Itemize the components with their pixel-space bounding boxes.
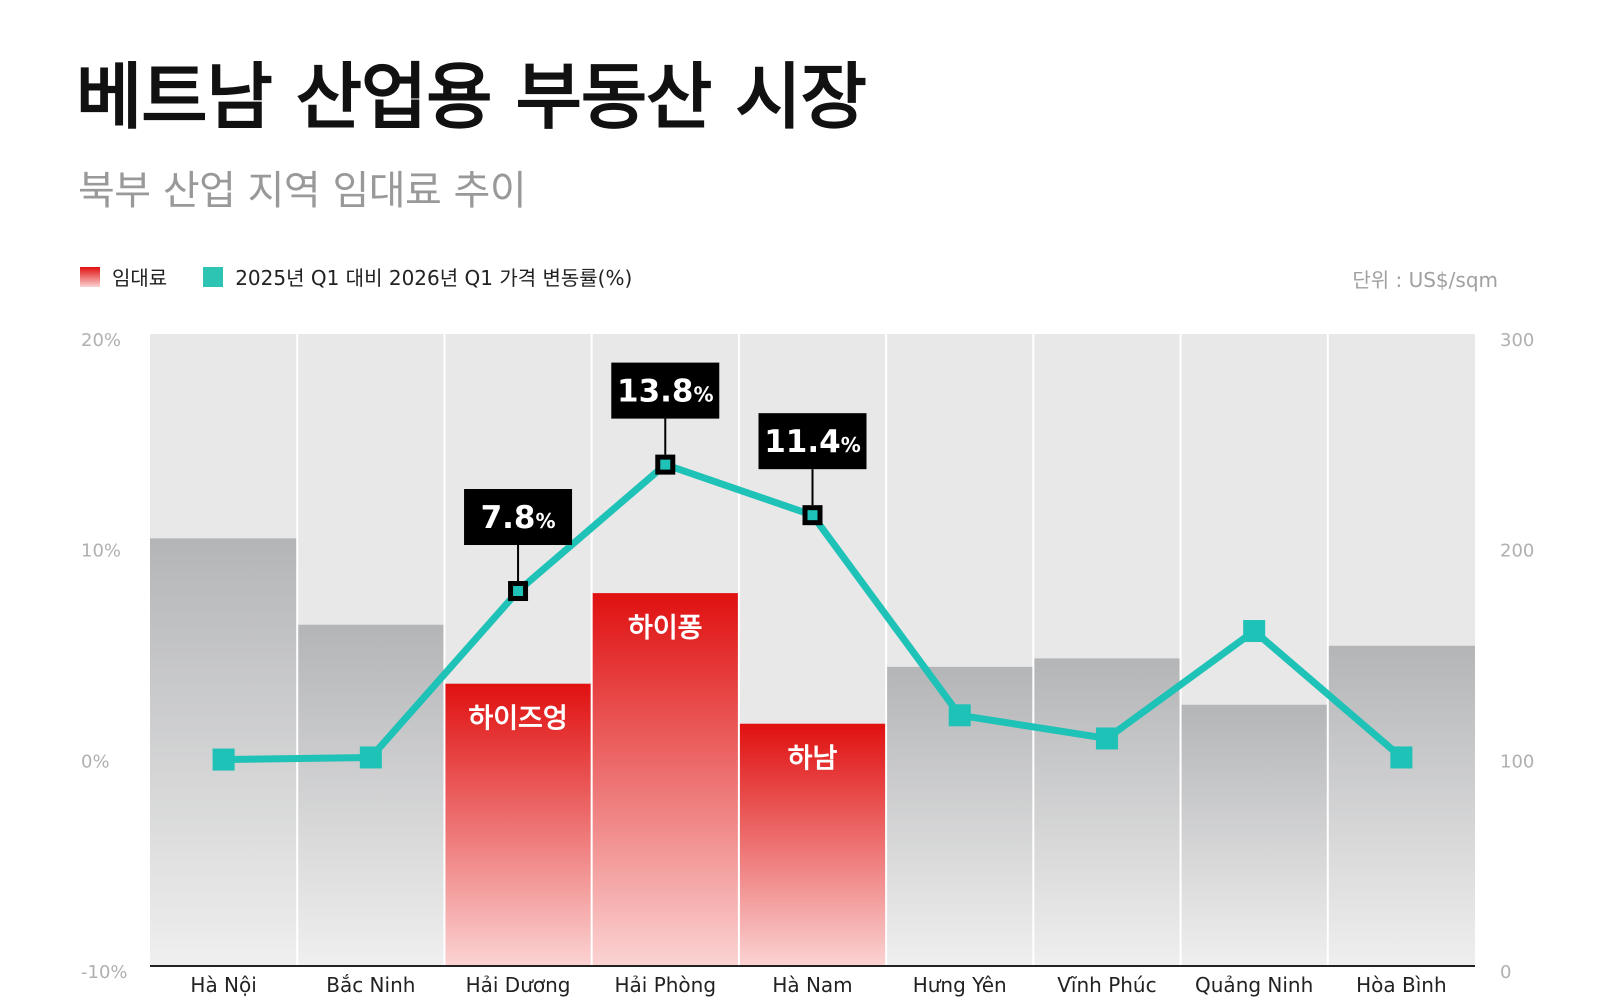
bar-label: 하이즈엉	[468, 704, 567, 735]
legend-item-change: 2025년 Q1 대비 2026년 Q1 가격 변동률(%)	[203, 262, 632, 291]
line-point	[359, 746, 382, 769]
left-axis-tick: -10%	[81, 962, 128, 983]
category-label: Hưng Yên	[913, 973, 1007, 997]
bar-label: 하이퐁	[628, 613, 703, 644]
line-point	[212, 748, 235, 771]
legend-swatch-change	[203, 266, 224, 287]
category-label: Vĩnh Phúc	[1057, 973, 1156, 997]
legend-item-rent: 임대료	[80, 262, 167, 291]
category-label: Hòa Bình	[1356, 973, 1447, 997]
line-point	[513, 586, 524, 597]
line-point	[660, 459, 671, 470]
page-title: 베트남 산업용 부동산 시장	[76, 55, 867, 139]
bar-8	[1180, 704, 1328, 966]
legend-swatch-rent	[80, 266, 100, 287]
legend-label-rent: 임대료	[112, 266, 168, 290]
line-point	[1390, 746, 1413, 769]
bar-2	[297, 624, 445, 966]
right-axis-tick: 200	[1500, 541, 1534, 562]
left-axis-tick: 20%	[81, 330, 121, 351]
bar-3	[444, 683, 592, 966]
bar-5	[738, 723, 887, 966]
category-label: Hải Phòng	[614, 973, 716, 997]
unit-label: 단위 : US$/sqm	[1352, 268, 1498, 292]
right-axis-tick: 100	[1500, 751, 1534, 772]
bar-9	[1327, 645, 1475, 966]
category-label: Hải Dương	[466, 973, 571, 997]
page-subtitle: 북부 산업 지역 임대료 추이	[78, 168, 527, 214]
line-point	[948, 704, 971, 727]
right-axis-tick: 300	[1500, 330, 1534, 351]
line-point	[807, 510, 818, 521]
category-label: Hà Nam	[772, 973, 852, 997]
callout-box	[464, 489, 573, 546]
bar-7	[1033, 658, 1181, 966]
callout-box	[758, 413, 867, 470]
chart-legend: 임대료 2025년 Q1 대비 2026년 Q1 가격 변동률(%)	[80, 262, 668, 291]
left-axis-tick: 0%	[81, 751, 110, 772]
callout-label: 7.8%	[481, 500, 556, 536]
callout-label: 11.4%	[764, 424, 861, 460]
callout-label: 13.8%	[617, 374, 714, 410]
bar-4	[591, 593, 739, 966]
legend-label-change: 2025년 Q1 대비 2026년 Q1 가격 변동률(%)	[235, 266, 633, 290]
line-point	[1095, 727, 1118, 750]
left-axis-tick: 10%	[81, 541, 121, 562]
line-point	[1243, 620, 1266, 643]
right-axis-tick: 0	[1500, 962, 1511, 983]
callout-box	[611, 362, 720, 419]
bar-label: 하남	[788, 744, 838, 775]
category-label: Quảng Ninh	[1195, 973, 1313, 997]
category-label: Bắc Ninh	[326, 973, 415, 997]
category-label: Hà Nội	[190, 973, 256, 997]
